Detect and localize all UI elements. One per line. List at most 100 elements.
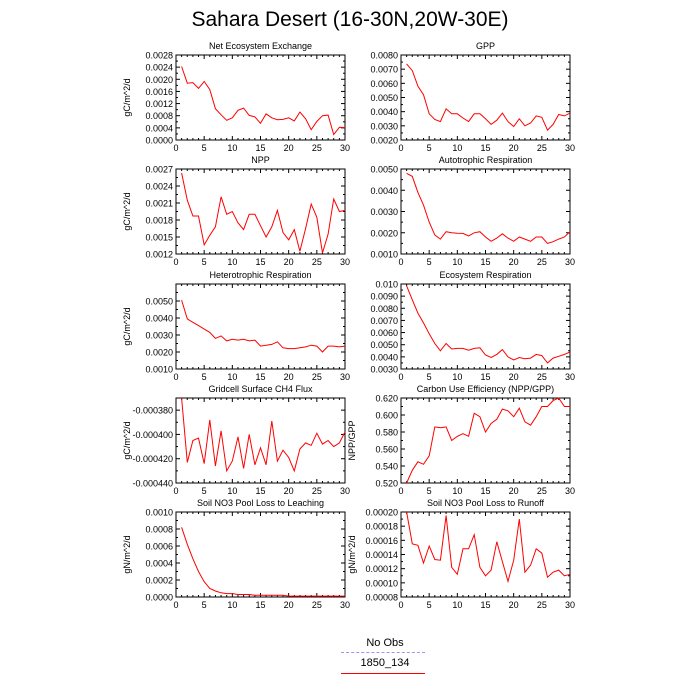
- x-tick-label: 10: [452, 600, 462, 610]
- series-line-1850-134: [181, 172, 346, 254]
- y-tick-label: 0.0024: [145, 63, 173, 73]
- x-tick-label: 15: [255, 600, 265, 610]
- x-tick-label: 25: [537, 143, 547, 153]
- y-axis-label: NPP/GPP: [347, 420, 357, 460]
- x-tick-label: 5: [202, 600, 207, 610]
- x-tick-label: 25: [537, 372, 547, 382]
- x-tick-label: 5: [202, 143, 207, 153]
- y-tick-label: 0.00016: [365, 536, 398, 546]
- y-tick-label: 0.0050: [370, 340, 398, 350]
- plot-frame: [175, 54, 346, 141]
- y-tick-label: 0.0000: [145, 136, 173, 146]
- page-title: Sahara Desert (16-30N,20W-30E): [191, 8, 509, 31]
- x-tick-label: 15: [480, 257, 490, 267]
- y-tick-label: 0.0030: [370, 207, 398, 217]
- y-tick-label: 0.620: [375, 394, 398, 404]
- x-tick-label: 25: [312, 372, 322, 382]
- y-axis-label: gC/m^2/d: [122, 192, 132, 230]
- y-tick-label: 0.0030: [370, 121, 398, 131]
- y-tick-label: 0.0008: [145, 525, 173, 535]
- y-tick-label: 0.0012: [145, 99, 173, 109]
- y-tick-label: 0.0020: [370, 228, 398, 238]
- panel-soil-no3-pool-loss-to-runoff: 0.00008 0.00010 0.00012 0.00014 0.00016 0.000…: [347, 498, 575, 610]
- y-tick-label: 0.0000: [145, 593, 173, 603]
- x-tick-label: 20: [284, 143, 294, 153]
- y-tick-label: 0.0090: [370, 292, 398, 302]
- plot-frame: [175, 511, 346, 598]
- panel-title: Soil NO3 Pool Loss to Leaching: [197, 498, 324, 508]
- y-tick-label: 0.0020: [145, 348, 173, 358]
- x-tick-label: 20: [509, 600, 519, 610]
- y-tick-label: 0.0010: [145, 365, 173, 375]
- x-tick-label: 30: [340, 486, 350, 496]
- x-tick-label: 20: [509, 257, 519, 267]
- x-tick-label: 10: [227, 600, 237, 610]
- y-tick-label: 0.00008: [365, 593, 398, 603]
- y-tick-label: 0.0024: [145, 182, 173, 192]
- y-tick-label: 0.0050: [370, 93, 398, 103]
- x-tick-label: 0: [173, 143, 178, 153]
- y-tick-label: -0.000420: [132, 454, 173, 464]
- series-line-1850-134: [406, 511, 571, 584]
- x-tick-label: 0: [398, 257, 403, 267]
- x-tick-label: 10: [452, 486, 462, 496]
- x-tick-label: 10: [452, 143, 462, 153]
- panel-title: Carbon Use Efficiency (NPP/GPP): [417, 384, 554, 394]
- plot-frame: [175, 168, 346, 255]
- x-tick-label: 5: [202, 486, 207, 496]
- y-tick-label: 0.0021: [145, 199, 173, 209]
- panel-carbon-use-efficiency-npp-gpp: 0.520 0.540 0.560 0.580 0.600 0.620 0 5 10 15 20 25…: [347, 384, 575, 496]
- series-line-1850-134: [181, 299, 346, 353]
- y-tick-label: 0.540: [375, 462, 398, 472]
- plot-frame: [175, 283, 346, 370]
- series-line-1850-134: [406, 397, 570, 484]
- x-tick-label: 15: [255, 257, 265, 267]
- x-tick-label: 30: [565, 257, 575, 267]
- panel-title: Soil NO3 Pool Loss to Runoff: [427, 498, 544, 508]
- panel-gridcell-surface-ch4-flux: -0.000440 -0.000420 -0.000400 -0.000380 0 5 10…: [122, 384, 350, 496]
- y-tick-label: 0.0018: [145, 216, 173, 226]
- x-tick-label: 25: [312, 143, 322, 153]
- panel-title: Heterotrophic Respiration: [209, 270, 311, 280]
- y-tick-label: 0.00014: [365, 550, 398, 560]
- x-tick-label: 0: [398, 143, 403, 153]
- y-tick-label: -0.000380: [132, 406, 173, 416]
- y-tick-label: 0.00010: [365, 578, 398, 588]
- y-axis-label: gC/m^2/d: [122, 421, 132, 459]
- plot-frame: [400, 397, 571, 484]
- series-line-1850-134: [181, 527, 345, 597]
- x-tick-label: 15: [480, 372, 490, 382]
- y-tick-label: 0.0060: [370, 79, 398, 89]
- y-tick-label: 0.0004: [145, 559, 173, 569]
- y-tick-label: 0.520: [375, 479, 398, 489]
- x-tick-label: 0: [173, 257, 178, 267]
- x-tick-label: 25: [537, 486, 547, 496]
- panel-heterotrophic-respiration: 0.0010 0.0020 0.0030 0.0040 0.0050 0 5 10 15 20 25…: [122, 270, 350, 382]
- panel-title: Ecosystem Respiration: [439, 270, 531, 280]
- x-tick-label: 10: [227, 486, 237, 496]
- x-tick-label: 20: [284, 486, 294, 496]
- x-tick-label: 15: [480, 600, 490, 610]
- x-tick-label: 0: [173, 372, 178, 382]
- x-tick-label: 10: [227, 143, 237, 153]
- x-tick-label: 30: [340, 143, 350, 153]
- y-tick-label: 0.600: [375, 411, 398, 421]
- x-tick-label: 30: [340, 372, 350, 382]
- plot-frame: [400, 283, 571, 370]
- y-axis-label: gN/m^2/d: [347, 535, 357, 573]
- y-tick-label: 0.00012: [365, 564, 398, 574]
- y-tick-label: 0.560: [375, 445, 398, 455]
- x-tick-label: 15: [255, 372, 265, 382]
- x-tick-label: 5: [202, 257, 207, 267]
- x-tick-label: 30: [565, 486, 575, 496]
- series-line-1850-134: [406, 285, 571, 364]
- y-axis-label: gN/m^2/d: [122, 535, 132, 573]
- plot-frame: [175, 397, 346, 484]
- y-tick-label: 0.0040: [370, 352, 398, 362]
- series-line-1850-134: [181, 66, 346, 136]
- series-line-1850-134: [406, 63, 571, 131]
- x-tick-label: 30: [565, 143, 575, 153]
- plot-frame: [400, 168, 571, 255]
- x-tick-label: 0: [173, 600, 178, 610]
